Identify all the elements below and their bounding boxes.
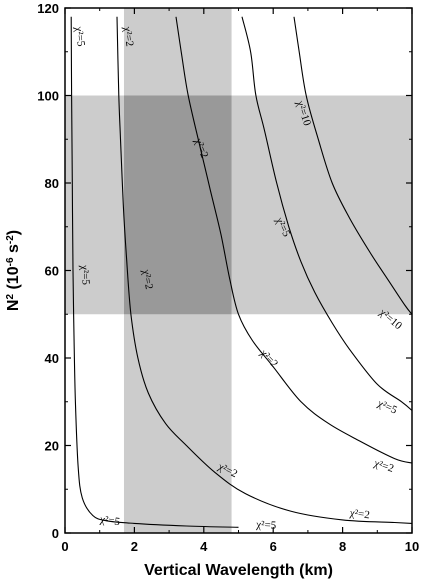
contour-label-6: χ²=2	[140, 268, 155, 291]
contour-label-12: χ²=2	[348, 507, 370, 521]
contour-label-1: χ²=2	[121, 25, 136, 47]
x-tick-label: 8	[339, 539, 346, 554]
x-tick-label: 10	[405, 539, 419, 554]
y-tick-label: 120	[37, 1, 59, 16]
contour-label-8: χ²=2	[257, 347, 280, 370]
y-tick-label: 0	[52, 526, 59, 541]
y-title-exp2: -2	[5, 235, 16, 244]
contour-label-5: χ²=5	[78, 264, 92, 286]
y-tick-label: 80	[45, 176, 59, 191]
contour-label-group-9: χ²=5	[375, 397, 399, 417]
shaded-regions	[65, 8, 412, 533]
y-title-end: )	[5, 230, 22, 235]
contour-line-2	[175, 16, 412, 464]
contour-line-3	[241, 16, 412, 411]
contour-label-group-0: χ²=5	[72, 25, 87, 48]
x-tick-label: 4	[200, 539, 208, 554]
shaded-region-1	[65, 95, 412, 315]
x-tick-label: 0	[61, 539, 68, 554]
y-title-rest2: s	[5, 244, 22, 257]
y-tick-label: 40	[45, 351, 59, 366]
y-axis-title: N2 (10-6 s-2)	[5, 230, 22, 311]
contour-line-4	[293, 16, 412, 315]
contour-label-group-12: χ²=2	[348, 507, 370, 521]
y-title-exp1: -6	[5, 257, 16, 266]
y-tick-label: 20	[45, 439, 59, 454]
contour-line-1	[116, 16, 412, 524]
contour-label-10: χ²=2	[372, 457, 396, 475]
contour-label-group-10: χ²=2	[372, 457, 396, 475]
contour-label-group-13: χ²=5	[98, 513, 121, 528]
x-tick-label: 6	[270, 539, 277, 554]
contour-label-group-14: χ²=5	[255, 519, 277, 532]
y-tick-label: 100	[37, 89, 59, 104]
contour-label-group-5: χ²=5	[78, 264, 92, 286]
y-tick-label: 60	[45, 264, 59, 279]
contour-label-13: χ²=5	[98, 513, 121, 528]
contour-label-9: χ²=5	[375, 397, 399, 417]
contour-label-14: χ²=5	[255, 519, 277, 532]
contour-label-group-8: χ²=2	[257, 347, 280, 370]
contour-line-0	[70, 16, 239, 528]
contour-label-group-6: χ²=2	[140, 268, 155, 291]
y-title-sup: 2	[5, 294, 16, 300]
contour-label-0: χ²=5	[72, 25, 87, 48]
x-axis-title: Vertical Wavelength (km)	[144, 562, 333, 579]
y-title-main: N	[5, 300, 22, 312]
y-title-rest1: (10	[5, 266, 22, 294]
x-tick-label: 2	[131, 539, 138, 554]
shaded-overlap	[123, 95, 232, 315]
contour-lines	[70, 16, 412, 528]
contour-label-group-1: χ²=2	[121, 25, 136, 47]
